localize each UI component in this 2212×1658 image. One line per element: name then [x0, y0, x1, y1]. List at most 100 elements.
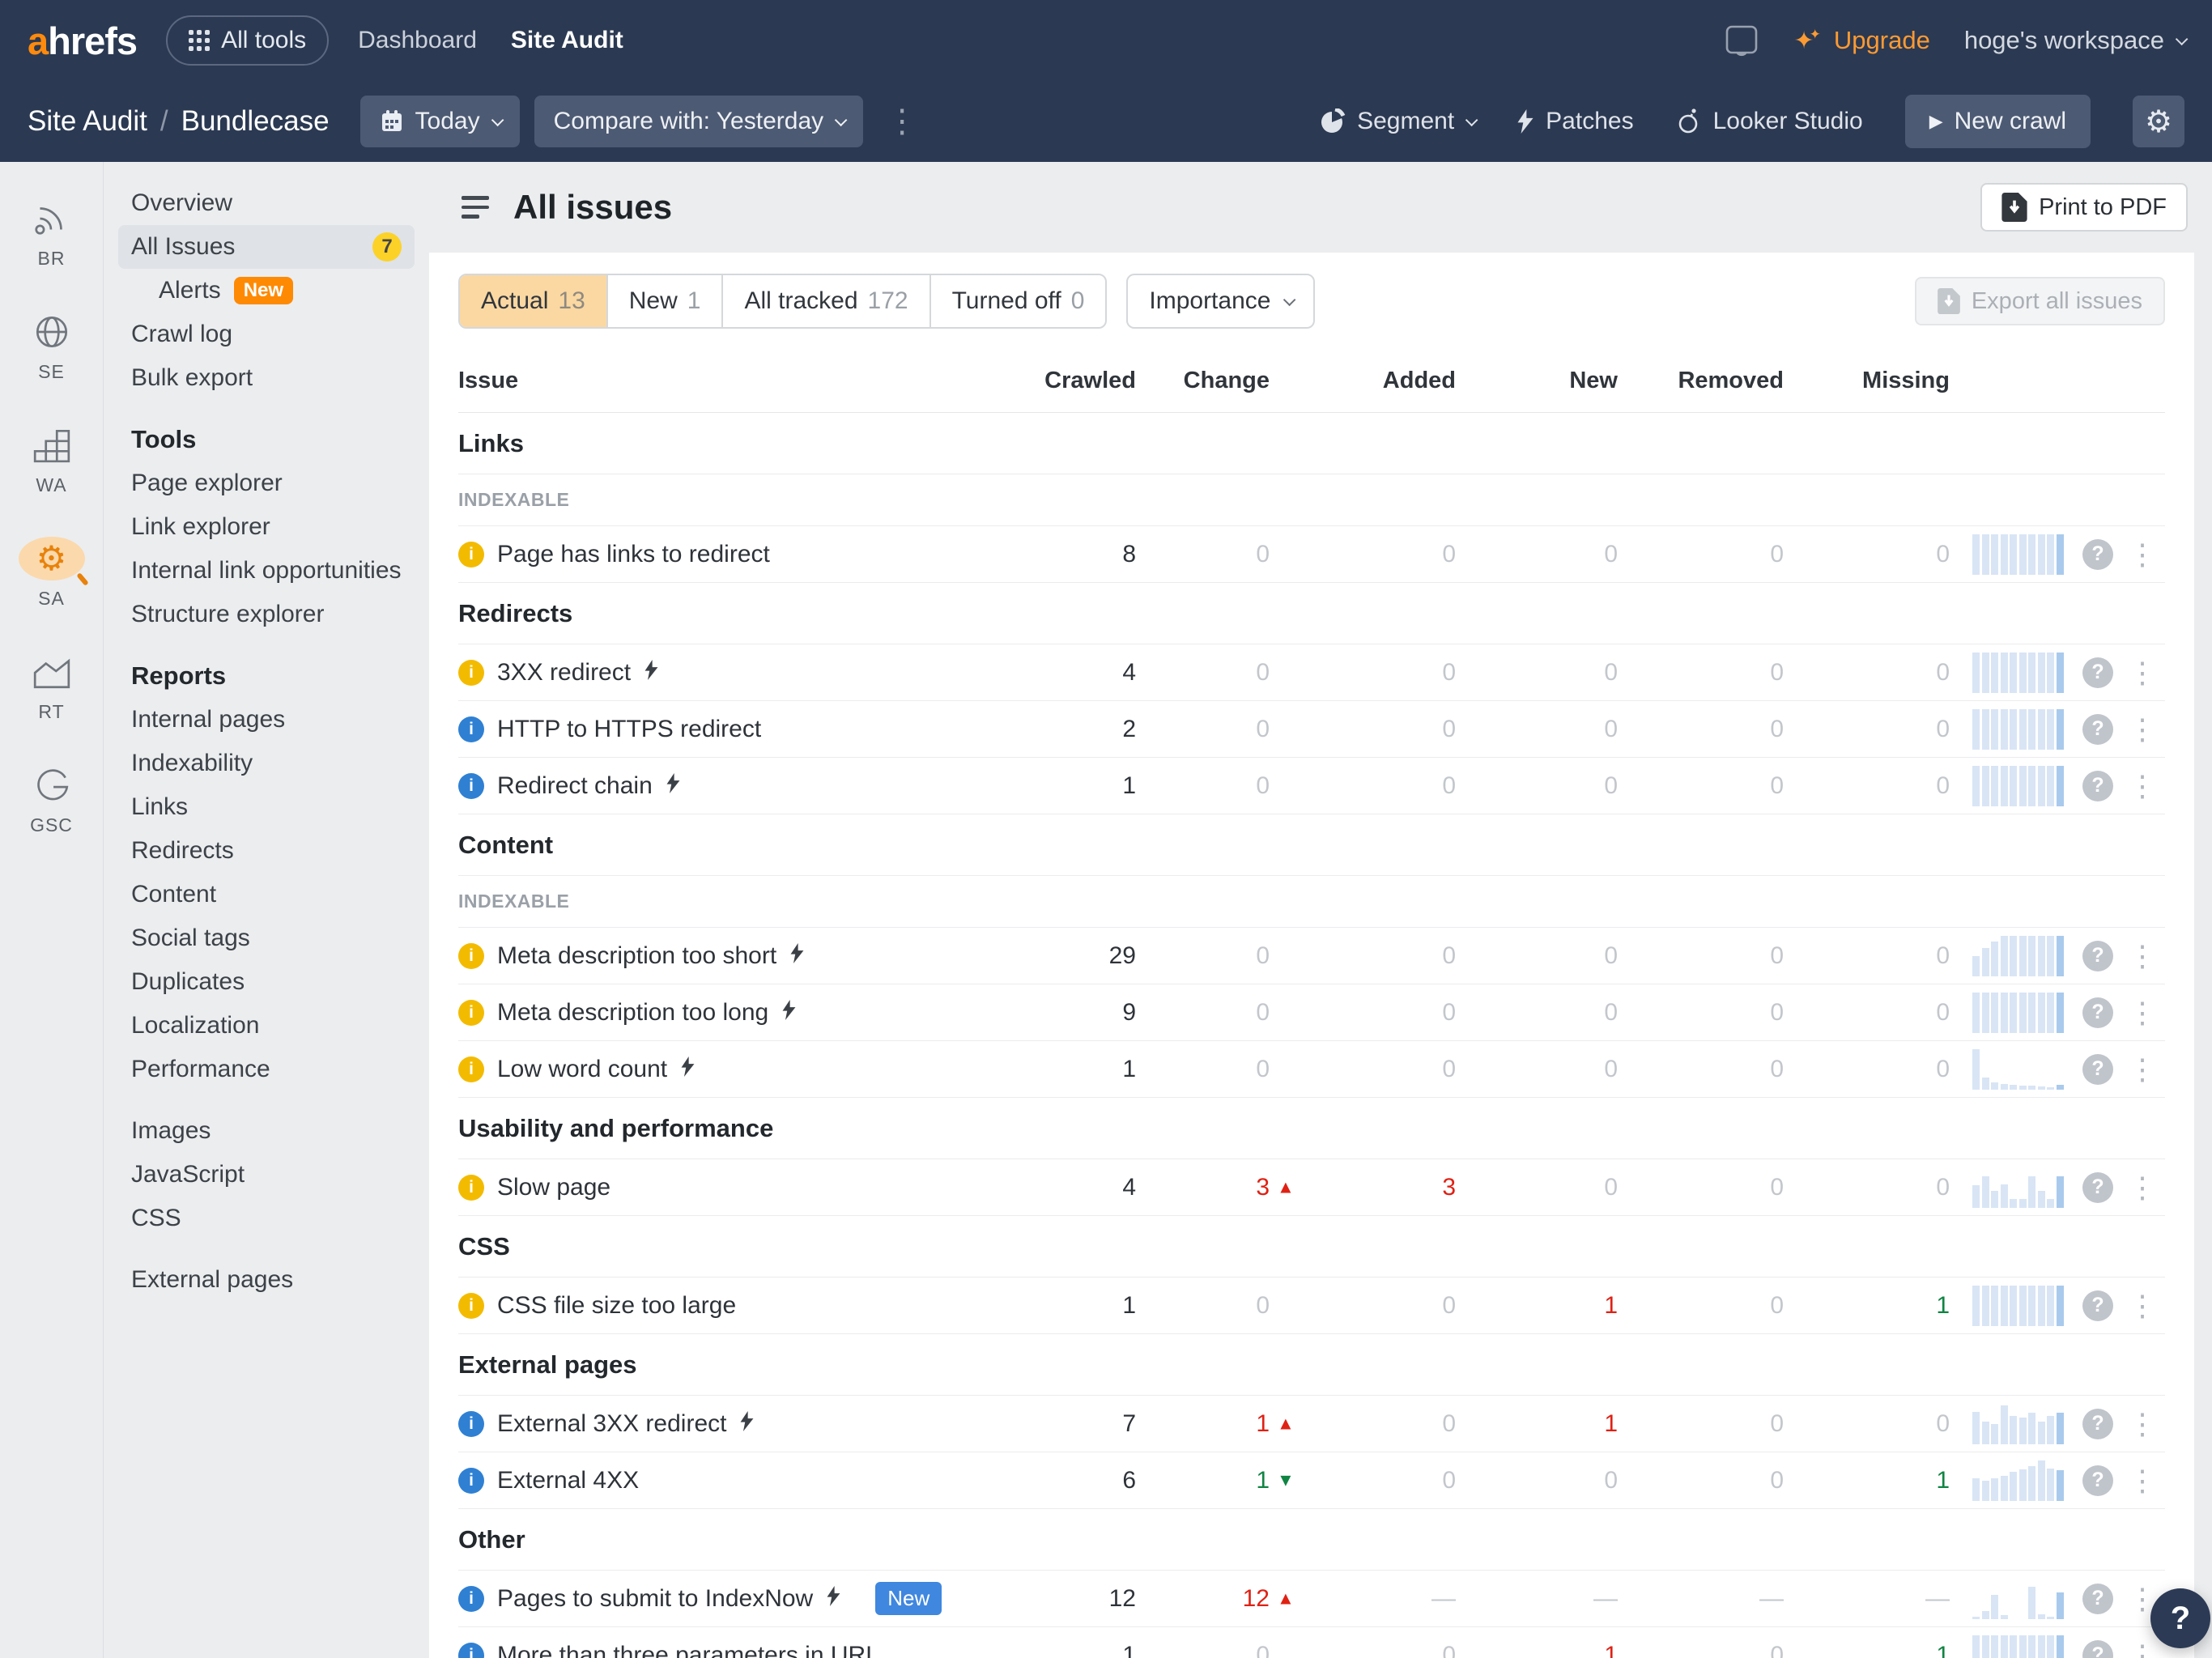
issue-label[interactable]: External 4XX: [497, 1466, 640, 1494]
rail-item-gsc[interactable]: GSC: [30, 763, 73, 876]
help-icon[interactable]: ?: [2082, 940, 2113, 971]
sidebar-item-links[interactable]: Links: [118, 785, 415, 829]
help-icon[interactable]: ?: [2082, 1053, 2113, 1085]
sidebar-item-crawl-log[interactable]: Crawl log: [118, 312, 415, 356]
row-menu-kebab[interactable]: ⋮: [2128, 712, 2157, 746]
date-range-button[interactable]: Today: [359, 96, 520, 147]
all-tools-button[interactable]: All tools: [166, 15, 330, 66]
issue-label[interactable]: CSS file size too large: [497, 1291, 737, 1319]
issue-label[interactable]: External 3XX redirect: [497, 1409, 727, 1437]
issue-label[interactable]: Redirect chain: [497, 772, 653, 799]
row-menu-kebab[interactable]: ⋮: [2128, 938, 2157, 972]
sidebar-item-label: Images: [131, 1117, 211, 1144]
help-icon[interactable]: ?: [2082, 538, 2113, 570]
issue-label[interactable]: Slow page: [497, 1173, 611, 1201]
help-icon[interactable]: ?: [2082, 1171, 2113, 1203]
sidebar-item-duplicates[interactable]: Duplicates: [118, 960, 415, 1004]
segment-menu[interactable]: Segment: [1320, 108, 1478, 135]
row-menu-kebab[interactable]: ⋮: [2128, 1463, 2157, 1497]
tab-new[interactable]: New 1: [608, 275, 724, 327]
nav-link-dashboard[interactable]: Dashboard: [358, 27, 477, 53]
sidebar-item-indexability[interactable]: Indexability: [118, 742, 415, 785]
spark-bar: [1972, 955, 1980, 976]
sidebar-item-overview[interactable]: Overview: [118, 181, 415, 225]
issue-label[interactable]: 3XX redirect: [497, 658, 632, 686]
rail-item-sa[interactable]: ⚙ SA: [18, 536, 89, 649]
importance-filter-button[interactable]: Importance: [1126, 274, 1316, 329]
sidebar-item-label: Internal link opportunities: [131, 557, 402, 584]
sidebar-item-localization[interactable]: Localization: [118, 1004, 415, 1048]
help-icon[interactable]: ?: [2082, 713, 2113, 745]
row-menu-kebab[interactable]: ⋮: [2128, 768, 2157, 802]
help-icon[interactable]: ?: [2082, 657, 2113, 688]
help-icon[interactable]: ?: [2082, 1583, 2113, 1614]
breadcrumb-project[interactable]: Bundlecase: [181, 105, 330, 137]
row-menu-kebab[interactable]: ⋮: [2128, 1288, 2157, 1322]
sidebar-item-javascript[interactable]: JavaScript: [118, 1153, 415, 1197]
help-icon[interactable]: ?: [2082, 1408, 2113, 1439]
sidebar-item-internal-pages[interactable]: Internal pages: [118, 698, 415, 742]
cell-crawled: 2: [1122, 715, 1136, 742]
sidebar-item-images[interactable]: Images: [118, 1109, 415, 1153]
help-icon[interactable]: ?: [2082, 1639, 2113, 1658]
new-crawl-button[interactable]: ▶ New crawl: [1904, 95, 2091, 148]
breadcrumb-app[interactable]: Site Audit: [28, 105, 147, 137]
tab-actual[interactable]: Actual 13: [460, 275, 608, 327]
tab-turned-off[interactable]: Turned off 0: [931, 275, 1106, 327]
rail-item-rt[interactable]: RT: [32, 649, 72, 763]
spark-bar: [2010, 1471, 2017, 1501]
looker-studio-button[interactable]: Looker Studio: [1676, 108, 1863, 135]
sidebar-item-social-tags[interactable]: Social tags: [118, 916, 415, 960]
sidebar-item-link-explorer[interactable]: Link explorer: [118, 505, 415, 549]
issue-label[interactable]: Meta description too long: [497, 998, 769, 1026]
upgrade-button[interactable]: ✦✦ Upgrade: [1793, 26, 1930, 54]
sidebar-item-content[interactable]: Content: [118, 873, 415, 916]
settings-gear-button[interactable]: ⚙: [2133, 96, 2184, 147]
row-menu-kebab[interactable]: ⋮: [2128, 655, 2157, 689]
sidebar-item-external-pages[interactable]: External pages: [118, 1258, 415, 1302]
issue-label[interactable]: Meta description too short: [497, 942, 777, 969]
sidebar-item-structure-explorer[interactable]: Structure explorer: [118, 593, 415, 636]
patches-button[interactable]: Patches: [1516, 108, 1634, 135]
sidebar-item-performance[interactable]: Performance: [118, 1048, 415, 1091]
nav-link-site-audit[interactable]: Site Audit: [510, 27, 623, 53]
spark-bar: [2018, 1085, 2027, 1090]
issue-label[interactable]: Pages to submit to IndexNow: [497, 1584, 814, 1612]
issue-label[interactable]: HTTP to HTTPS redirect: [497, 715, 762, 742]
issue-label[interactable]: Page has links to redirect: [497, 540, 770, 568]
cell-new: 0: [1604, 1466, 1618, 1494]
row-menu-kebab[interactable]: ⋮: [2128, 1406, 2157, 1440]
collapse-menu-icon[interactable]: [462, 196, 489, 219]
print-to-pdf-button[interactable]: Print to PDF: [1980, 183, 2188, 232]
sidebar-item-redirects[interactable]: Redirects: [118, 829, 415, 873]
compare-with-button[interactable]: Compare with: Yesterday: [534, 96, 864, 147]
export-all-issues-button[interactable]: Export all issues: [1914, 277, 2165, 325]
help-floating-button[interactable]: ?: [2150, 1588, 2210, 1648]
help-icon[interactable]: ?: [2082, 997, 2113, 1028]
sidebar-item-bulk-export[interactable]: Bulk export: [118, 356, 415, 400]
sidebar-item-internal-link-opportunities[interactable]: Internal link opportunities: [118, 549, 415, 593]
help-icon[interactable]: ?: [2082, 770, 2113, 801]
device-icon[interactable]: [1725, 24, 1760, 57]
help-icon[interactable]: ?: [2082, 1290, 2113, 1321]
tab-all-tracked[interactable]: All tracked 172: [723, 275, 931, 327]
help-icon[interactable]: ?: [2082, 1465, 2113, 1496]
workspace-menu[interactable]: hoge's workspace: [1964, 26, 2189, 55]
row-menu-kebab[interactable]: ⋮: [2128, 1170, 2157, 1204]
rail-item-wa[interactable]: WA: [32, 423, 72, 536]
ahrefs-logo[interactable]: ahrefs: [28, 19, 138, 62]
rail-item-se[interactable]: SE: [32, 309, 72, 423]
sidebar-item-css[interactable]: CSS: [118, 1197, 415, 1240]
sidebar-item-all-issues[interactable]: All Issues 7: [118, 225, 415, 269]
sidebar-item-page-explorer[interactable]: Page explorer: [118, 461, 415, 505]
rail-item-br[interactable]: BR: [32, 196, 72, 309]
issue-label[interactable]: More than three parameters in URL: [497, 1641, 879, 1658]
row-menu-kebab[interactable]: ⋮: [2128, 1052, 2157, 1086]
issue-label[interactable]: Low word count: [497, 1055, 668, 1082]
sidebar-item-alerts[interactable]: Alerts New: [118, 269, 415, 312]
row-menu-kebab[interactable]: ⋮: [2128, 1638, 2157, 1658]
row-menu-kebab[interactable]: ⋮: [2128, 537, 2157, 571]
issues-card: Actual 13 New 1 All tracked 172 Turned off 0 Im…: [429, 253, 2194, 1658]
row-menu-kebab[interactable]: ⋮: [2128, 995, 2157, 1029]
issue-cell: i Slow page: [458, 1174, 1015, 1201]
